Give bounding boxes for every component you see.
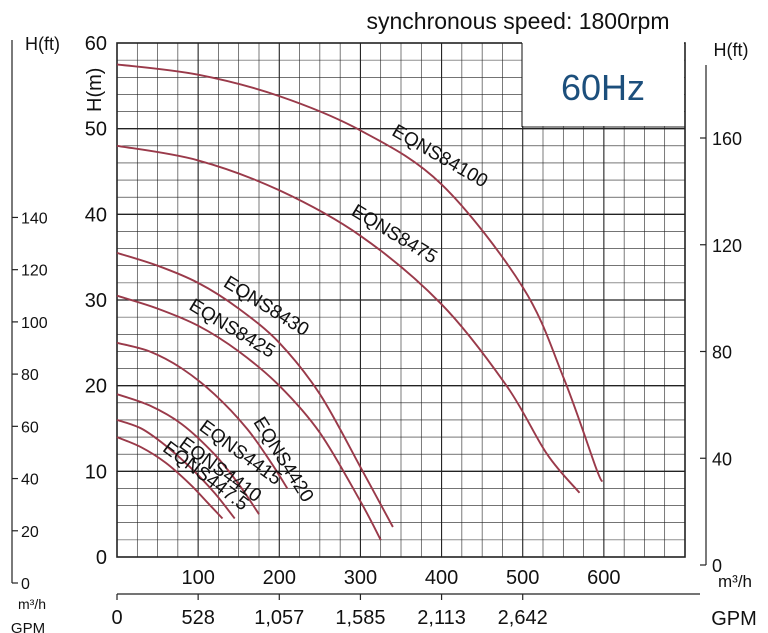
x-tick-label: 100 <box>181 567 214 589</box>
curve-eqns8475 <box>116 144 581 494</box>
y-axis-label: H(m) <box>84 68 106 112</box>
curve-eqns4420 <box>116 341 289 490</box>
gpm-unit-label-right: GPM <box>711 608 757 630</box>
y-tick-label: 60 <box>85 33 107 55</box>
gpm-tick-label: 0 <box>111 607 122 629</box>
y-tick-label: 40 <box>85 204 107 226</box>
right-ft-axis-label: H(ft) <box>714 40 749 60</box>
chart-title: synchronous speed: 1800rpm <box>366 8 669 34</box>
left-ft-tick-label: 120 <box>21 263 48 280</box>
y-tick-label: 50 <box>85 119 107 141</box>
left-ft-tick-label: 100 <box>21 315 48 332</box>
right-ft-tick-label: 80 <box>712 343 732 363</box>
right-ft-tick-label: 0 <box>712 556 722 576</box>
gpm-tick-label: 1,057 <box>254 607 304 629</box>
x-tick-label: 500 <box>506 567 539 589</box>
x-tick-label: 300 <box>344 567 377 589</box>
right-ft-tick-label: 40 <box>712 449 732 469</box>
curve-eqns8430 <box>116 251 394 528</box>
curve-eqns84100 <box>116 63 604 483</box>
gpm-tick-label: 2,113 <box>417 607 466 629</box>
y-tick-label: 20 <box>85 376 107 398</box>
left-ft-tick-label: 60 <box>21 419 39 436</box>
left-ft-axis-label: H(ft) <box>25 34 60 54</box>
curve-eqns4415 <box>116 393 260 515</box>
left-ft-tick-label: 80 <box>21 367 39 384</box>
curve-eqns4410 <box>116 419 236 520</box>
y-tick-label: 10 <box>85 461 107 483</box>
left-ft-tick-label: 0 <box>21 576 30 593</box>
performance-curves <box>116 43 685 541</box>
x-tick-label: 400 <box>425 567 458 589</box>
gpm-unit-label-left: GPM <box>11 620 45 633</box>
x-unit-label-right: m³/h <box>718 572 752 591</box>
left-ft-tick-label: 140 <box>21 210 48 227</box>
gpm-tick-label: 528 <box>181 607 214 629</box>
left-ft-tick-label: 40 <box>21 472 39 489</box>
gpm-tick-label: 2,642 <box>498 607 548 629</box>
y-tick-label: 0 <box>96 547 107 569</box>
curve-eqns8425 <box>116 294 382 541</box>
x-unit-label-left: m³/h <box>18 596 46 612</box>
frequency-badge: 60Hz <box>561 67 645 108</box>
curve-eqns447-5 <box>116 436 224 520</box>
x-tick-label: 600 <box>587 567 620 589</box>
right-ft-tick-label: 160 <box>712 129 742 149</box>
left-ft-tick-label: 20 <box>21 524 39 541</box>
badge-background <box>522 42 684 126</box>
grid <box>116 42 686 558</box>
gpm-tick-label: 1,585 <box>335 607 385 629</box>
y-tick-label: 30 <box>85 290 107 312</box>
right-ft-tick-label: 120 <box>712 236 742 256</box>
x-tick-label: 200 <box>263 567 296 589</box>
